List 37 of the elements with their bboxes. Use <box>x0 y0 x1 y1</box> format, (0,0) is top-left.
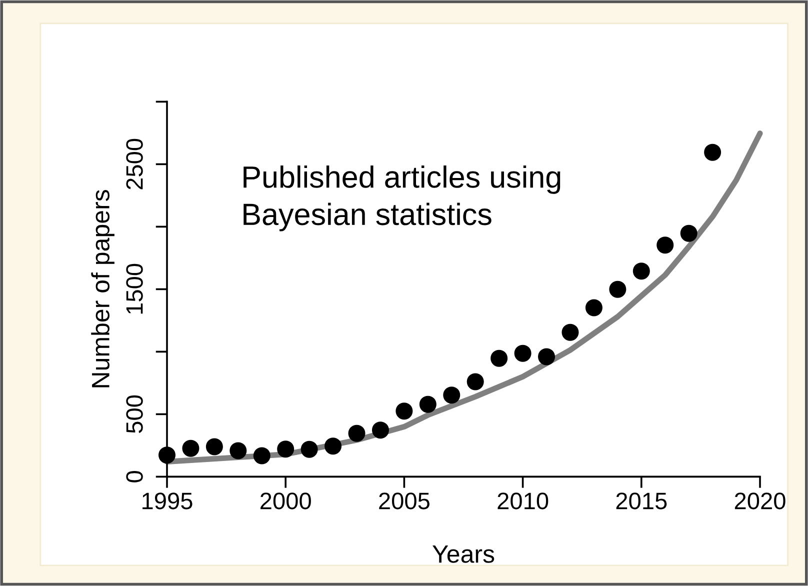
point <box>182 440 200 457</box>
point <box>585 299 602 316</box>
point <box>324 438 342 455</box>
annotation: Published articles using Bayesian statistics <box>244 165 560 232</box>
point <box>538 348 556 366</box>
y-tick-label: 1500 <box>126 264 143 314</box>
point <box>704 144 722 161</box>
point <box>277 440 294 458</box>
point <box>562 324 579 341</box>
point <box>443 386 460 404</box>
point <box>206 438 223 456</box>
point <box>253 447 270 464</box>
y-axis-title: Number of papers <box>91 190 114 388</box>
x-axis-title: Years <box>432 545 494 563</box>
point <box>419 396 436 413</box>
x-tick-label: 2005 <box>379 492 430 510</box>
point <box>466 373 484 390</box>
x-tick-label: 1995 <box>142 492 192 510</box>
point <box>680 224 698 242</box>
x-tick-label: 2000 <box>260 492 311 510</box>
point <box>372 422 389 439</box>
point <box>158 446 176 464</box>
x-tick-label: 2015 <box>616 492 667 510</box>
x-tick-label: 2010 <box>498 492 548 510</box>
y-tick-label: 500 <box>126 395 143 433</box>
point <box>396 402 413 420</box>
x-tick-label: 2020 <box>734 492 786 510</box>
point <box>609 280 626 298</box>
y-tick-label: 2500 <box>126 138 143 190</box>
point <box>656 236 674 254</box>
point <box>490 350 508 367</box>
y-tick-label: 0 <box>126 471 143 482</box>
point <box>348 424 366 442</box>
point <box>514 344 532 362</box>
point <box>230 442 247 460</box>
point <box>300 440 318 458</box>
point <box>632 262 650 280</box>
